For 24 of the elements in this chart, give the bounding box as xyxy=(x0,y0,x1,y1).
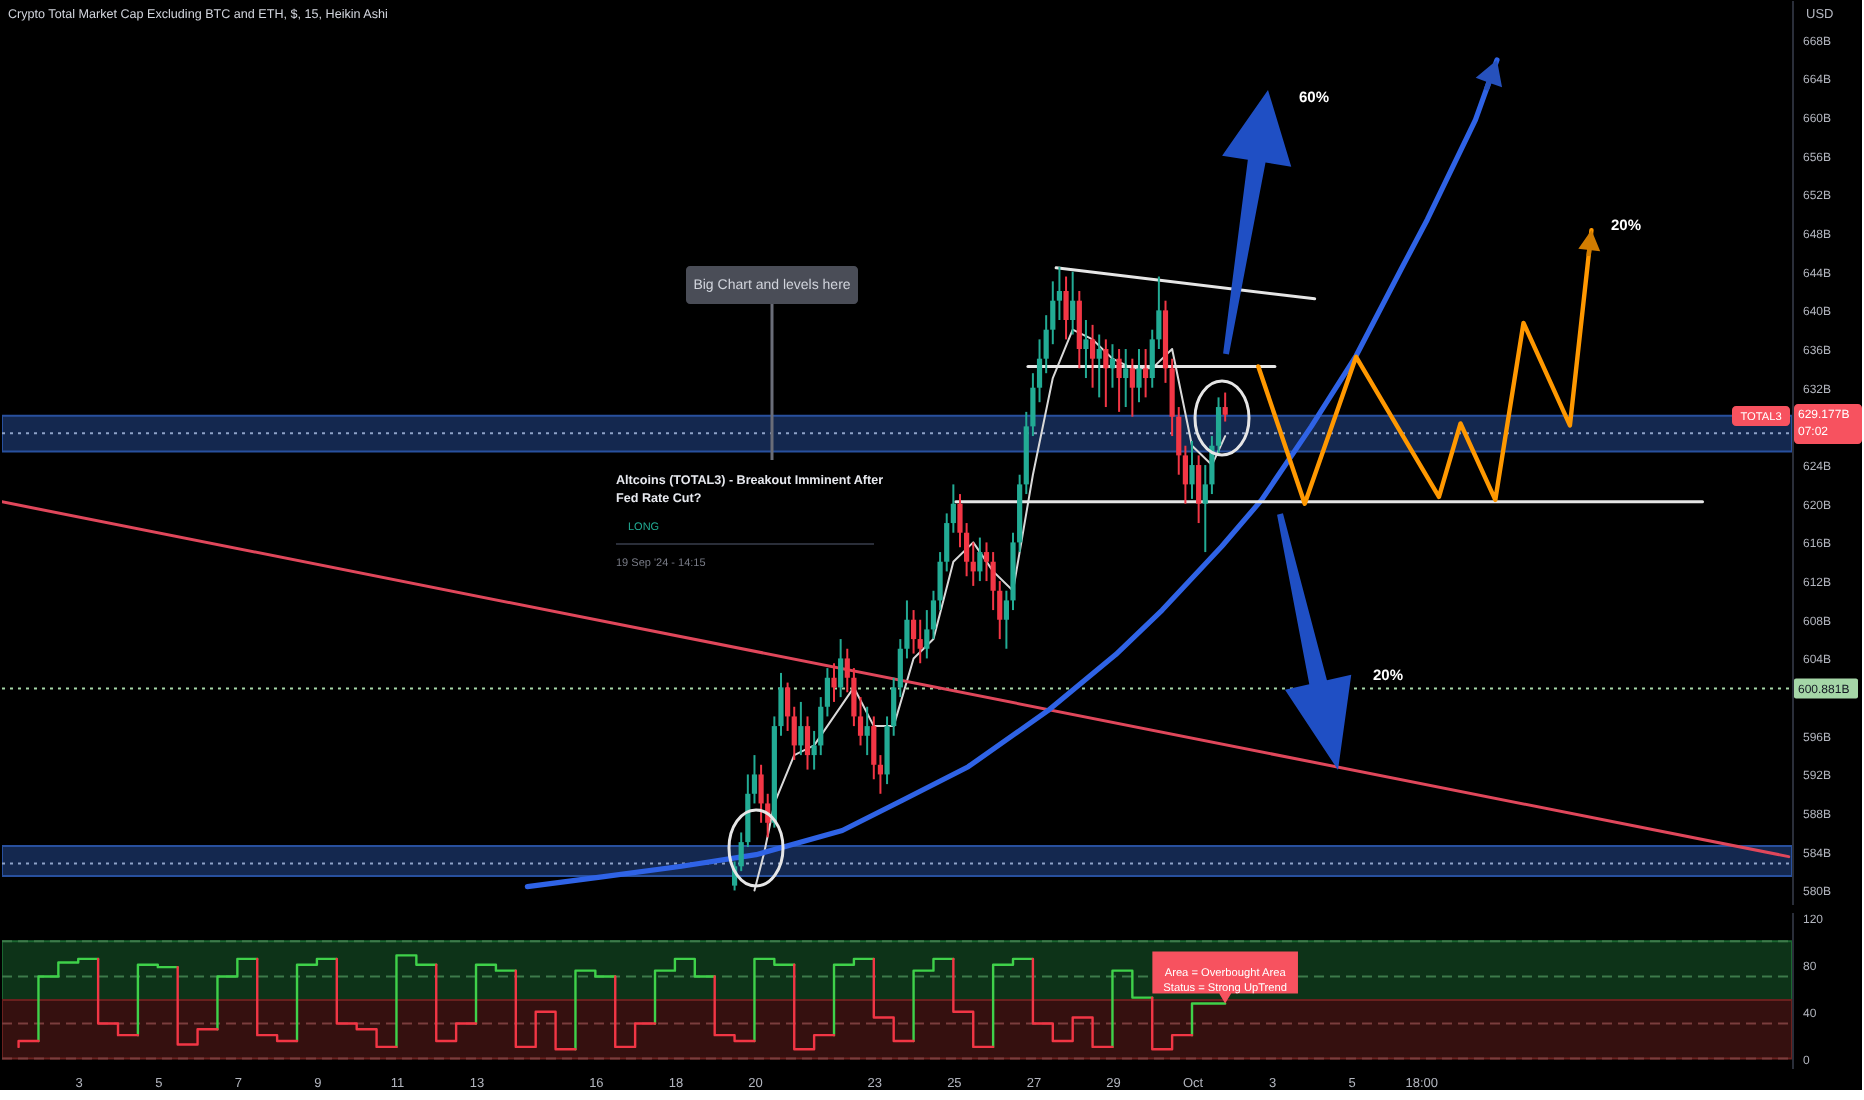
candlestick xyxy=(1222,391,1228,423)
candlestick xyxy=(1109,343,1116,389)
line-series xyxy=(524,57,1500,890)
candlestick xyxy=(1196,454,1202,525)
candlestick xyxy=(798,700,804,757)
candlestick xyxy=(804,715,811,771)
candlestick xyxy=(977,536,983,583)
candlestick xyxy=(838,638,844,699)
candlestick xyxy=(1083,319,1089,380)
candlestick xyxy=(1143,348,1149,399)
candlestick xyxy=(1096,333,1102,399)
candlestick xyxy=(1089,323,1096,389)
candlestick xyxy=(1116,348,1122,413)
candlestick xyxy=(1189,439,1195,500)
candlestick xyxy=(910,609,917,655)
candlestick xyxy=(917,618,923,665)
candlestick xyxy=(1129,357,1135,418)
candlestick xyxy=(864,705,870,757)
candlestick xyxy=(1136,348,1142,404)
candlestick xyxy=(1123,348,1129,409)
candlestick xyxy=(831,662,837,703)
candlestick xyxy=(1070,270,1076,336)
candlestick xyxy=(1063,275,1069,341)
candlestick xyxy=(1103,338,1109,409)
